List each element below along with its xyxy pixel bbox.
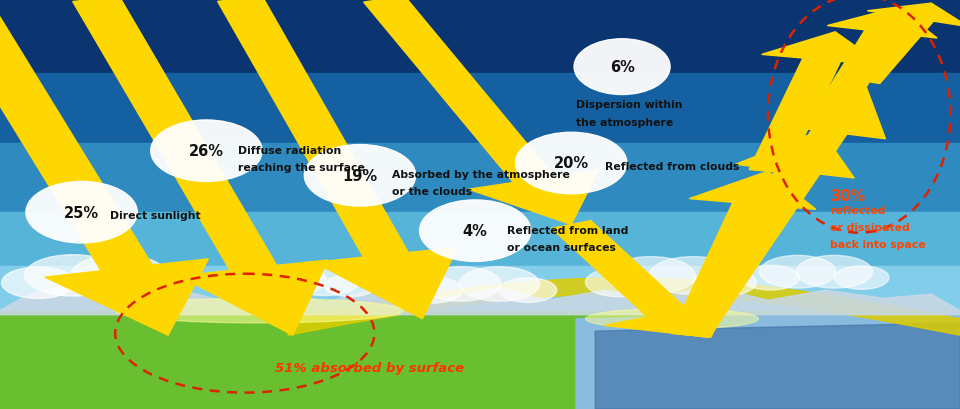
Bar bbox=[0, 213, 960, 266]
Circle shape bbox=[499, 278, 557, 303]
Text: the atmosphere: the atmosphere bbox=[576, 117, 673, 127]
Bar bbox=[0, 0, 960, 74]
Text: or dissipated: or dissipated bbox=[830, 222, 910, 232]
Circle shape bbox=[25, 255, 121, 296]
Bar bbox=[0, 74, 960, 143]
Ellipse shape bbox=[586, 309, 758, 329]
Polygon shape bbox=[218, 0, 458, 319]
Polygon shape bbox=[0, 311, 960, 409]
Text: 26%: 26% bbox=[189, 144, 224, 159]
Text: 25%: 25% bbox=[64, 205, 99, 220]
Circle shape bbox=[693, 269, 756, 296]
Circle shape bbox=[236, 274, 292, 298]
Ellipse shape bbox=[151, 121, 262, 182]
Text: 19%: 19% bbox=[343, 169, 377, 183]
Bar bbox=[0, 143, 960, 213]
Circle shape bbox=[586, 268, 653, 297]
Ellipse shape bbox=[516, 133, 627, 194]
Polygon shape bbox=[849, 4, 960, 84]
Text: Reflected from land: Reflected from land bbox=[507, 225, 628, 235]
Ellipse shape bbox=[26, 182, 137, 243]
Ellipse shape bbox=[574, 40, 670, 95]
Circle shape bbox=[253, 265, 326, 296]
Polygon shape bbox=[364, 0, 599, 225]
Text: 6%: 6% bbox=[610, 60, 635, 75]
Circle shape bbox=[288, 265, 361, 296]
Text: or ocean surfaces: or ocean surfaces bbox=[507, 242, 615, 252]
Polygon shape bbox=[0, 286, 960, 315]
Polygon shape bbox=[0, 0, 208, 335]
Circle shape bbox=[119, 268, 188, 298]
Text: or the clouds: or the clouds bbox=[392, 187, 471, 197]
Circle shape bbox=[607, 257, 695, 295]
Text: 4%: 4% bbox=[463, 224, 488, 238]
Text: Absorbed by the atmosphere: Absorbed by the atmosphere bbox=[392, 170, 569, 180]
Text: Reflected from clouds: Reflected from clouds bbox=[605, 162, 739, 171]
Circle shape bbox=[459, 267, 540, 301]
Ellipse shape bbox=[304, 145, 416, 207]
Text: 30%: 30% bbox=[830, 188, 866, 203]
Text: back into space: back into space bbox=[830, 240, 926, 249]
Polygon shape bbox=[595, 323, 960, 409]
Circle shape bbox=[324, 275, 376, 297]
Ellipse shape bbox=[115, 299, 403, 323]
Polygon shape bbox=[804, 8, 937, 133]
Ellipse shape bbox=[420, 200, 531, 262]
Circle shape bbox=[420, 267, 501, 301]
Circle shape bbox=[741, 265, 800, 290]
Circle shape bbox=[2, 267, 75, 299]
Bar bbox=[0, 311, 960, 409]
Text: Diffuse radiation: Diffuse radiation bbox=[238, 145, 342, 155]
Polygon shape bbox=[552, 221, 730, 335]
Circle shape bbox=[759, 256, 836, 288]
Circle shape bbox=[796, 256, 873, 288]
Polygon shape bbox=[576, 311, 960, 409]
Polygon shape bbox=[674, 82, 885, 337]
Polygon shape bbox=[671, 172, 816, 337]
Bar bbox=[0, 266, 960, 311]
Text: reflected: reflected bbox=[830, 205, 886, 215]
Text: reaching the surface: reaching the surface bbox=[238, 162, 365, 172]
Polygon shape bbox=[288, 278, 960, 335]
Circle shape bbox=[834, 266, 889, 290]
Circle shape bbox=[401, 277, 463, 303]
Text: Direct sunlight: Direct sunlight bbox=[110, 211, 201, 220]
Polygon shape bbox=[73, 0, 328, 335]
Text: Dispersion within: Dispersion within bbox=[576, 100, 683, 110]
Polygon shape bbox=[673, 131, 854, 337]
Text: 20%: 20% bbox=[554, 156, 588, 171]
Polygon shape bbox=[749, 33, 882, 173]
Circle shape bbox=[649, 257, 737, 295]
Text: 51% absorbed by surface: 51% absorbed by surface bbox=[275, 362, 465, 375]
Circle shape bbox=[71, 255, 167, 296]
